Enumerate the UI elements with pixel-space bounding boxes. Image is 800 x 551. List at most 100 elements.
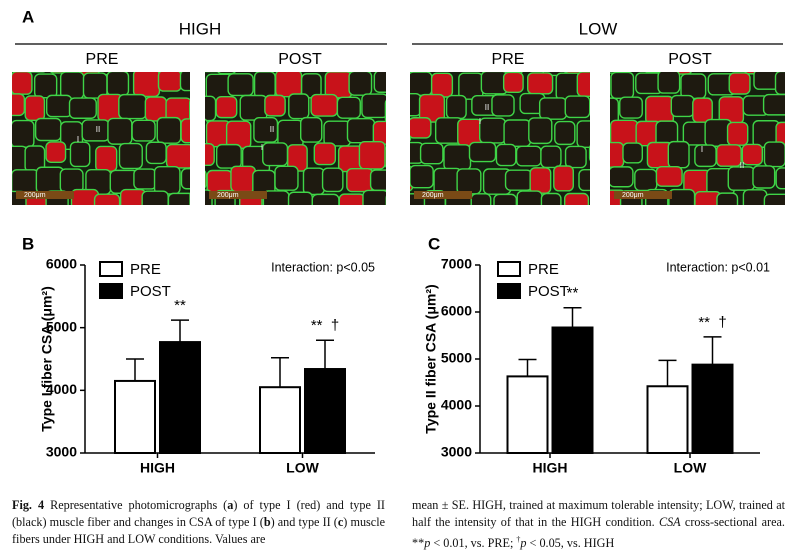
- legend-label: PRE: [130, 261, 161, 278]
- fiber: [563, 192, 590, 205]
- fiber: [680, 73, 707, 100]
- fiber: [107, 117, 133, 145]
- fiber: [165, 143, 190, 169]
- fiber: [716, 144, 742, 167]
- fiber: [205, 216, 229, 239]
- fiber: [410, 117, 432, 139]
- bar: [304, 368, 346, 455]
- fiber: [25, 72, 46, 73]
- caption-text: p: [424, 536, 431, 551]
- fiber: [540, 145, 562, 169]
- caption-text: †: [516, 535, 521, 544]
- fiber: [369, 169, 386, 192]
- fiber: [645, 95, 675, 125]
- fiber: [167, 192, 190, 205]
- fiber: [33, 73, 58, 99]
- fiber: [707, 214, 731, 240]
- fiber: [302, 167, 325, 196]
- fiber: [132, 72, 161, 98]
- fiber: [580, 214, 602, 240]
- panel-label: A: [22, 7, 34, 26]
- caption-text: < 0.01, vs. PRE;: [430, 536, 517, 551]
- fiber: [410, 72, 433, 97]
- fiber: [146, 48, 168, 71]
- fiber: [59, 72, 85, 100]
- fiber: [657, 72, 681, 94]
- fiber: [321, 167, 344, 193]
- fiber: [610, 141, 625, 168]
- fiber: [82, 214, 108, 235]
- fiber: [752, 165, 776, 189]
- group-title: HIGH: [179, 19, 222, 38]
- caption-text: cross-sectional area. **: [412, 515, 785, 551]
- fiber: [0, 119, 9, 144]
- bar: [551, 326, 594, 455]
- fiber: [277, 218, 299, 237]
- fiber: [540, 192, 562, 205]
- fiber: [410, 72, 419, 75]
- fiber: [553, 165, 574, 192]
- fiber: [118, 142, 143, 170]
- fiber: [532, 216, 556, 243]
- fiber: [274, 165, 299, 191]
- fiber: [230, 165, 257, 193]
- fiber: [288, 93, 310, 120]
- y-tick-label: 3000: [441, 444, 472, 460]
- caption-text: ) of type I (red) and type II (black) mu…: [12, 498, 385, 529]
- fiber: [34, 117, 62, 142]
- group-title: LOW: [579, 19, 618, 38]
- fiber: [49, 72, 74, 74]
- fiber-label: I: [479, 117, 481, 126]
- legend-swatch: [497, 283, 521, 299]
- bar: [646, 385, 689, 455]
- fiber: [153, 165, 181, 195]
- note: Interaction: p<0.01: [666, 260, 770, 274]
- fiber: [619, 96, 643, 119]
- caption-text: mean ± SE. HIGH, trained at maximum tole…: [412, 498, 785, 529]
- fiber-label: II: [485, 103, 489, 112]
- image-title: PRE: [492, 51, 525, 68]
- fiber: [610, 166, 634, 188]
- caption-text: a: [227, 498, 234, 512]
- fiber: [443, 144, 472, 171]
- fiber: [157, 72, 182, 92]
- scale-bar: [614, 191, 672, 199]
- fiber: [516, 190, 543, 205]
- fiber: [106, 72, 130, 97]
- fiber: [410, 165, 414, 192]
- fiber: [792, 145, 800, 171]
- fiber: [578, 168, 590, 192]
- fiber: [171, 49, 196, 71]
- legend-label: POST: [528, 283, 569, 300]
- fiber: [741, 143, 764, 166]
- fiber: [601, 216, 627, 241]
- fiber: [337, 72, 358, 76]
- fiber: [576, 120, 590, 148]
- fiber: [119, 46, 141, 68]
- fiber: [299, 116, 323, 143]
- fiber: [444, 48, 466, 69]
- caption-text: CSA: [658, 515, 681, 529]
- x-tick-label: HIGH: [533, 460, 568, 476]
- significance: ** †: [311, 317, 339, 334]
- fiber: [395, 215, 417, 237]
- y-tick-label: 7000: [441, 256, 472, 272]
- fiber: [348, 72, 373, 96]
- y-tick-label: 4000: [46, 381, 77, 397]
- fiber: [763, 193, 785, 205]
- fiber: [668, 188, 696, 205]
- legend-swatch: [99, 283, 123, 299]
- caption-right: mean ± SE. HIGH, trained at maximum tole…: [412, 497, 785, 551]
- bar: [114, 379, 156, 454]
- scale-label: 200μm: [217, 192, 239, 199]
- fiber: [754, 218, 781, 240]
- fiber: [207, 218, 232, 242]
- fiber: [373, 72, 386, 93]
- fiber: [205, 189, 213, 205]
- fiber: [239, 94, 268, 121]
- fiber: [554, 120, 576, 146]
- fiber: [589, 72, 590, 74]
- legend-label: PRE: [528, 261, 559, 278]
- image-title: POST: [278, 51, 322, 68]
